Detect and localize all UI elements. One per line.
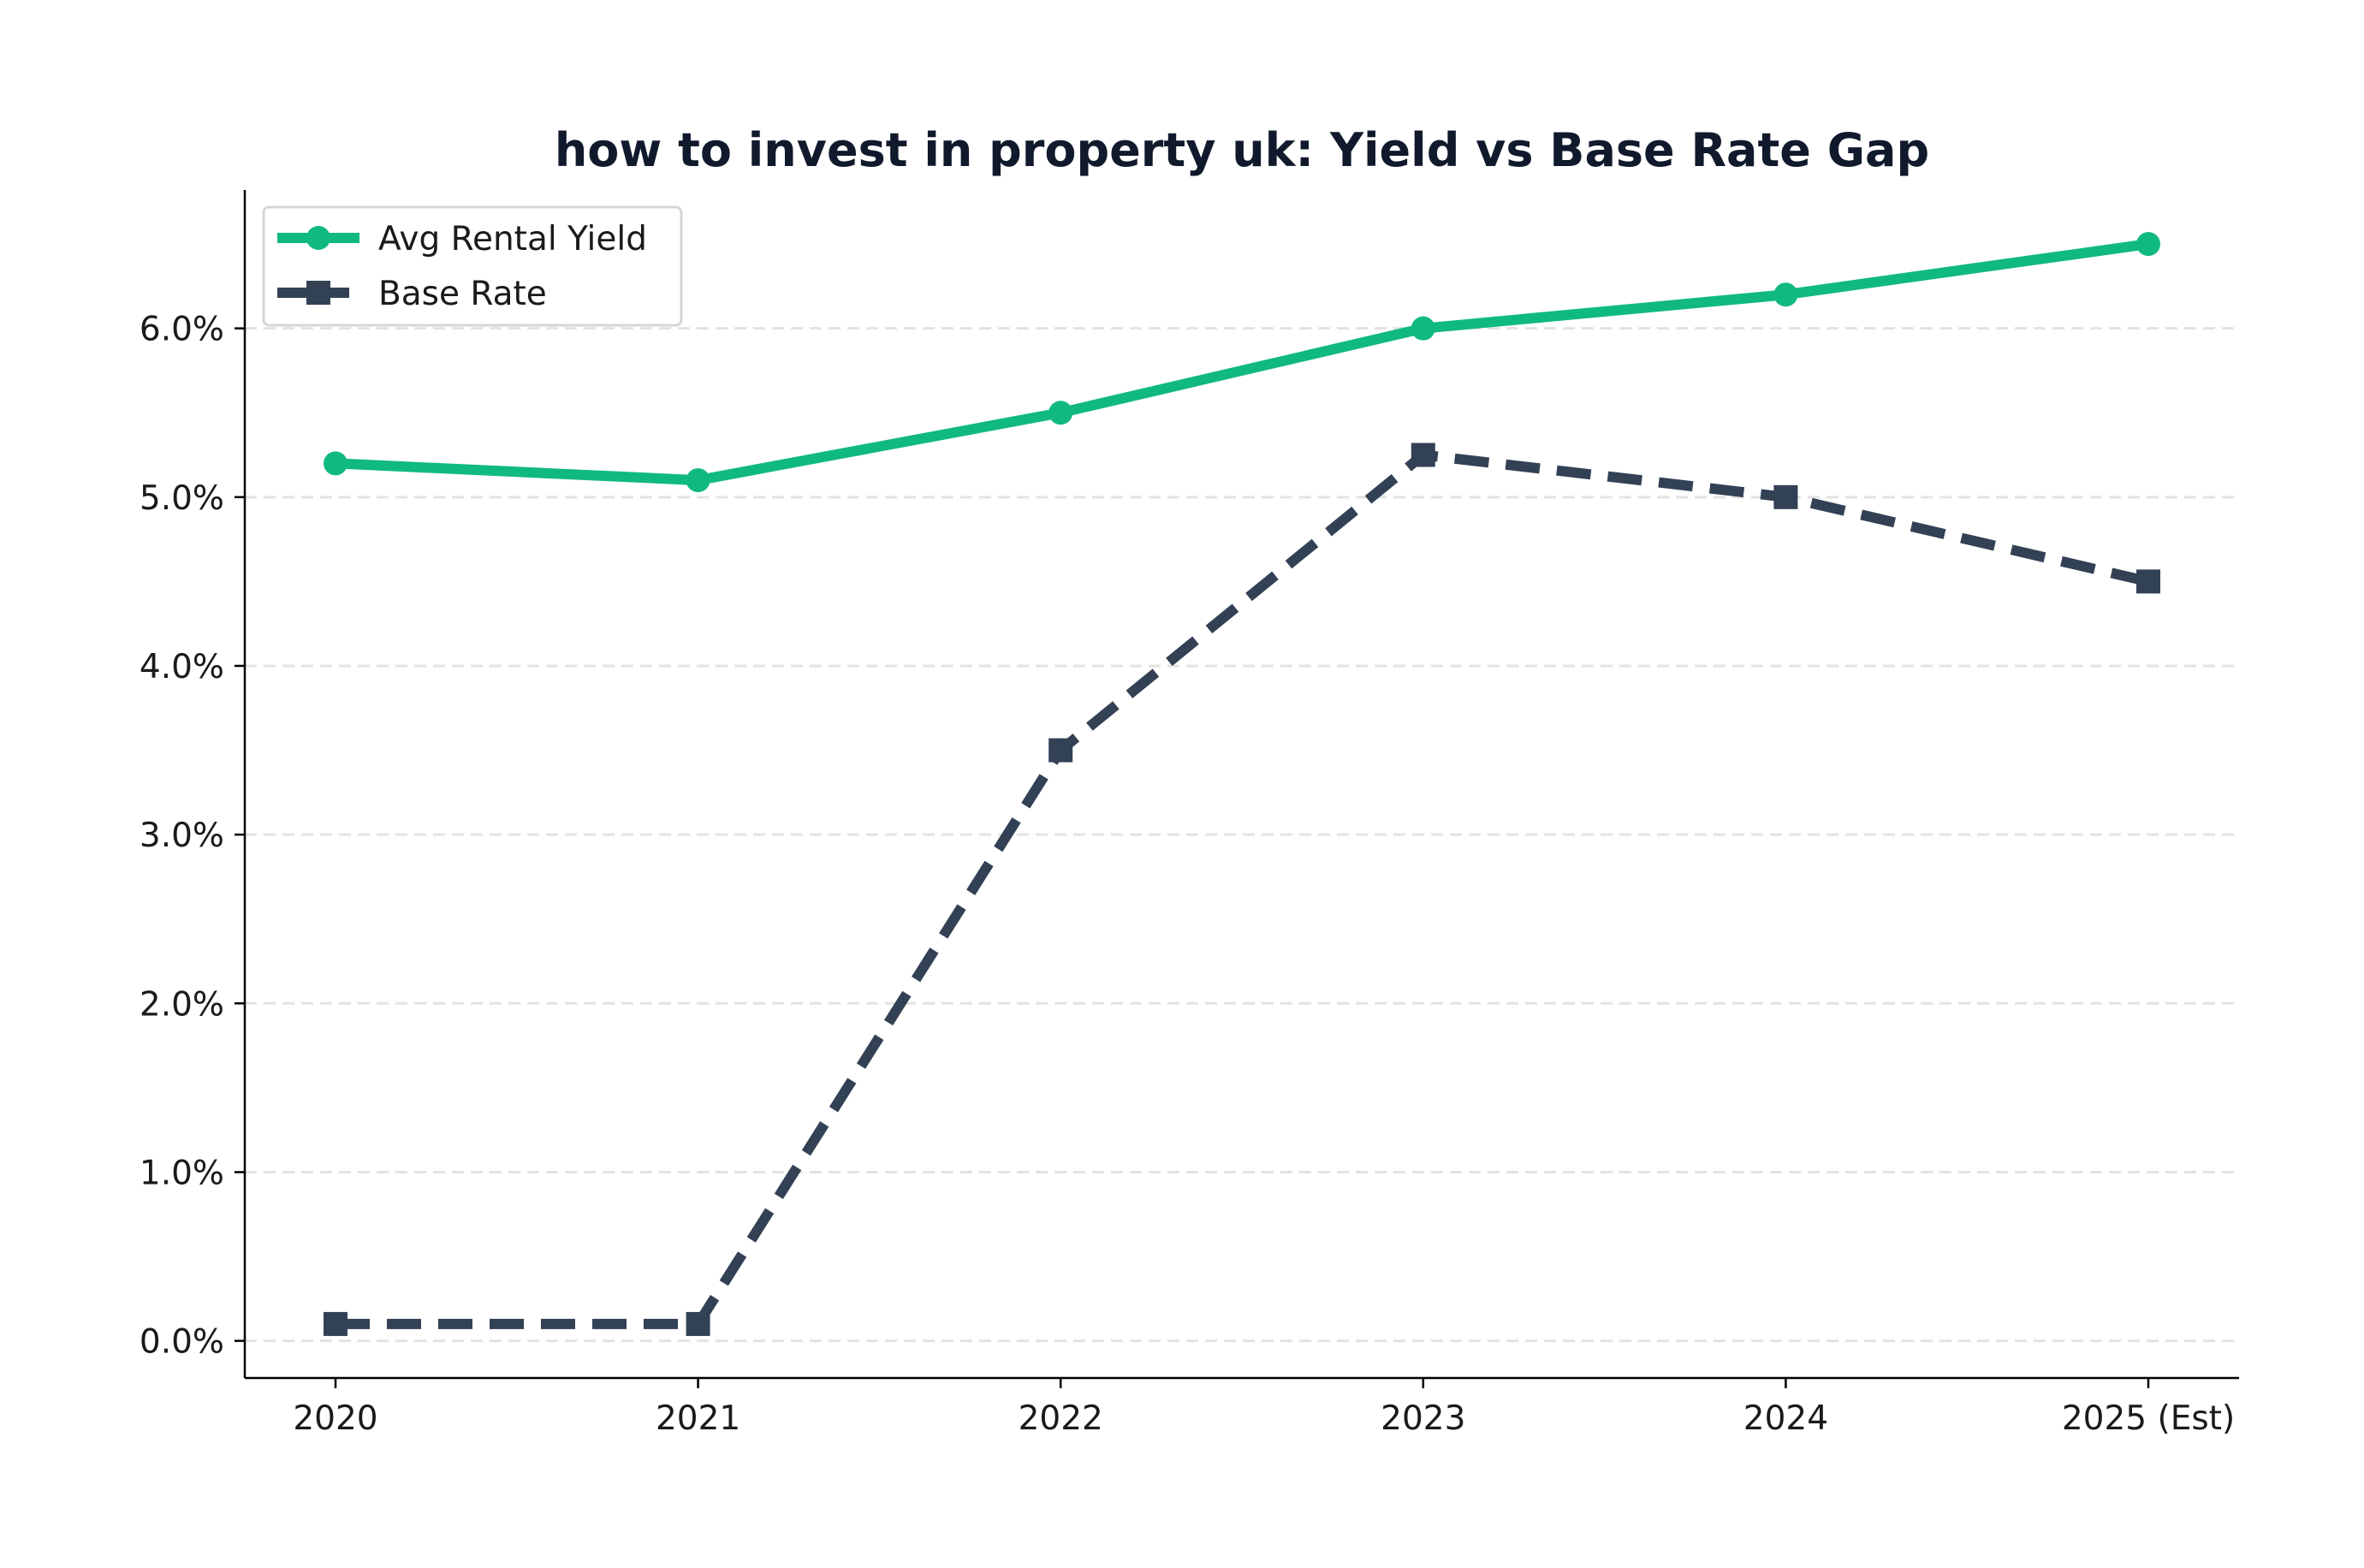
series-line	[336, 449, 2150, 1329]
grid-lines	[245, 327, 2239, 1343]
legend-label: Base Rate	[378, 275, 547, 313]
data-point	[1411, 316, 1435, 341]
y-tick-label: 0.0%	[140, 1323, 224, 1362]
x-tick-label: 2020	[293, 1399, 377, 1438]
series-lines	[324, 232, 2160, 1336]
y-tick-label: 3.0%	[140, 817, 224, 855]
legend: Avg Rental Yield Base Rate	[262, 205, 683, 327]
x-tick-label: 2022	[1019, 1399, 1103, 1438]
y-tick-label: 1.0%	[140, 1154, 224, 1192]
data-point	[1773, 484, 1798, 509]
data-point	[1048, 738, 1073, 763]
data-point	[2136, 569, 2160, 594]
y-tick-label: 5.0%	[140, 479, 224, 518]
axes: 0.0% 1.0% 2.0% 3.0% 4.0% 5.0% 6.0% 2020 2021 2022…	[140, 190, 2239, 1438]
chart-title: how to invest in property uk: Yield vs B…	[555, 123, 1929, 177]
legend-marker	[306, 226, 330, 250]
series-line	[335, 239, 2149, 486]
series-0	[324, 232, 2160, 493]
legend-item: Avg Rental Yield	[277, 220, 647, 258]
x-tick-label: 2023	[1381, 1399, 1465, 1438]
y-tick-label: 4.0%	[140, 648, 224, 686]
data-point	[2136, 232, 2160, 257]
legend-box	[262, 205, 683, 327]
legend-item: Base Rate	[277, 275, 547, 313]
y-tick-label: 6.0%	[140, 311, 224, 349]
data-point	[1411, 442, 1435, 467]
x-tick-label: 2024	[1743, 1399, 1828, 1438]
data-point	[1048, 401, 1073, 425]
legend-marker	[306, 281, 330, 305]
legend-label: Avg Rental Yield	[378, 220, 647, 258]
x-tick-label: 2021	[656, 1399, 740, 1438]
data-point	[324, 451, 347, 476]
y-tick-label: 2.0%	[140, 985, 224, 1024]
data-point	[1773, 282, 1798, 307]
data-point	[324, 1311, 347, 1336]
series-1	[324, 442, 2160, 1336]
data-point	[686, 1311, 710, 1336]
x-tick-label: 2025 (Est)	[2062, 1399, 2235, 1438]
data-point	[686, 468, 710, 493]
